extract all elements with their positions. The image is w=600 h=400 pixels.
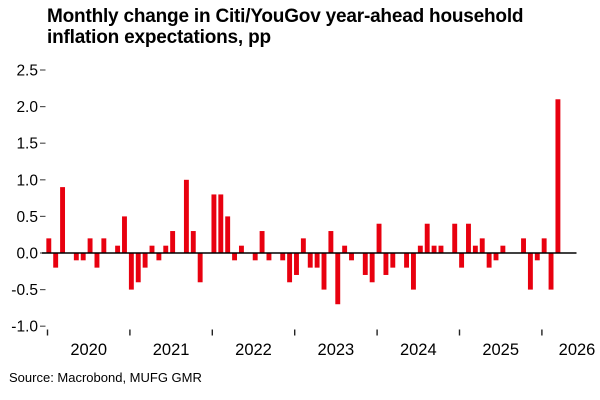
bar-2023-06 — [328, 231, 334, 253]
bar-2021-06 — [163, 245, 169, 253]
x-tick-label: 2020 — [70, 341, 107, 359]
bar-2025-11 — [527, 253, 533, 290]
bar-2020-03 — [60, 187, 66, 253]
bar-2021-04 — [149, 245, 155, 253]
bar-2024-07 — [417, 245, 423, 253]
bar-2025-02 — [466, 223, 471, 253]
bar-2023-11 — [362, 253, 368, 275]
x-tick-label: 2023 — [318, 341, 355, 359]
bar-2021-07 — [170, 231, 176, 253]
bar-2023-02 — [300, 238, 306, 253]
bar-2021-09 — [183, 179, 189, 253]
bar-2025-06 — [493, 253, 499, 261]
x-tick-label: 2022 — [235, 341, 272, 359]
bar-2023-08 — [342, 245, 348, 253]
y-tick-label: 0.5 — [16, 209, 38, 226]
bar-2021-11 — [197, 253, 203, 283]
y-tick-label: 0.0 — [16, 246, 38, 263]
bar-2022-02 — [218, 194, 224, 253]
y-tick-label: 2.0 — [16, 99, 38, 116]
bar-2024-06 — [410, 253, 416, 290]
bar-2025-03 — [472, 245, 478, 253]
bar-2025-04 — [479, 238, 485, 253]
bar-2021-05 — [156, 253, 162, 261]
bar-2024-05 — [404, 253, 410, 268]
bar-2025-07 — [500, 245, 506, 253]
bar-2024-09 — [431, 245, 437, 253]
bar-2022-09 — [266, 253, 272, 261]
y-tick-label: -1.0 — [11, 319, 38, 336]
y-tick-label: 2.5 — [16, 63, 38, 80]
bar-2021-02 — [135, 253, 141, 283]
bar-2020-02 — [53, 253, 59, 268]
y-tick-label: -0.5 — [11, 282, 38, 299]
bar-2022-03 — [225, 216, 231, 253]
bar-2024-12 — [452, 223, 458, 253]
bar-2022-07 — [252, 253, 258, 261]
bar-2022-11 — [280, 253, 286, 261]
bar-2023-05 — [321, 253, 327, 290]
bar-2025-01 — [459, 253, 465, 268]
y-tick-label: 1.0 — [16, 172, 38, 189]
bar-2020-12 — [122, 216, 127, 253]
bar-2024-08 — [424, 223, 430, 253]
bar-2020-08 — [94, 253, 100, 268]
bar-2024-01 — [376, 223, 382, 253]
x-tick-label: 2026 — [559, 341, 596, 359]
bar-2024-02 — [383, 253, 389, 275]
x-tick-label: 2021 — [153, 341, 190, 359]
bar-2023-01 — [294, 253, 299, 275]
bar-2026-02 — [548, 253, 554, 290]
bar-2022-01 — [211, 194, 217, 253]
bar-2023-03 — [307, 253, 313, 268]
bar-2024-10 — [438, 245, 444, 253]
bar-2026-01 — [541, 238, 547, 253]
x-tick-label: 2024 — [400, 341, 437, 359]
bar-2020-01 — [46, 238, 52, 253]
bar-2025-10 — [521, 238, 526, 253]
bar-2021-03 — [142, 253, 148, 268]
chart-title-line2: inflation expectations, pp — [47, 27, 271, 48]
bar-2020-07 — [87, 238, 93, 253]
bar-2022-08 — [259, 231, 265, 253]
bar-2020-11 — [115, 245, 121, 253]
bar-2023-07 — [335, 253, 341, 305]
chart-title: Monthly change in Citi/YouGov year-ahead… — [47, 6, 587, 48]
bar-2021-01 — [128, 253, 134, 290]
bar-2020-06 — [80, 253, 86, 261]
bar-2022-05 — [238, 245, 244, 253]
bar-2025-12 — [534, 253, 540, 261]
bar-2023-09 — [349, 253, 354, 261]
bar-2020-09 — [101, 238, 107, 253]
y-tick-label: 1.5 — [16, 136, 38, 153]
bar-2020-05 — [73, 253, 79, 261]
chart-title-line1: Monthly change in Citi/YouGov year-ahead… — [47, 6, 524, 27]
bar-2022-04 — [232, 253, 238, 261]
bar-2021-10 — [190, 231, 196, 253]
x-tick-label: 2025 — [482, 341, 519, 359]
bar-2025-05 — [486, 253, 492, 268]
bar-2023-12 — [369, 253, 375, 283]
source-note: Source: Macrobond, MUFG GMR — [9, 370, 202, 385]
bar-2023-04 — [314, 253, 320, 268]
bar-2026-03 — [555, 99, 561, 253]
bar-2022-12 — [287, 253, 293, 283]
bar-2024-03 — [390, 253, 396, 268]
